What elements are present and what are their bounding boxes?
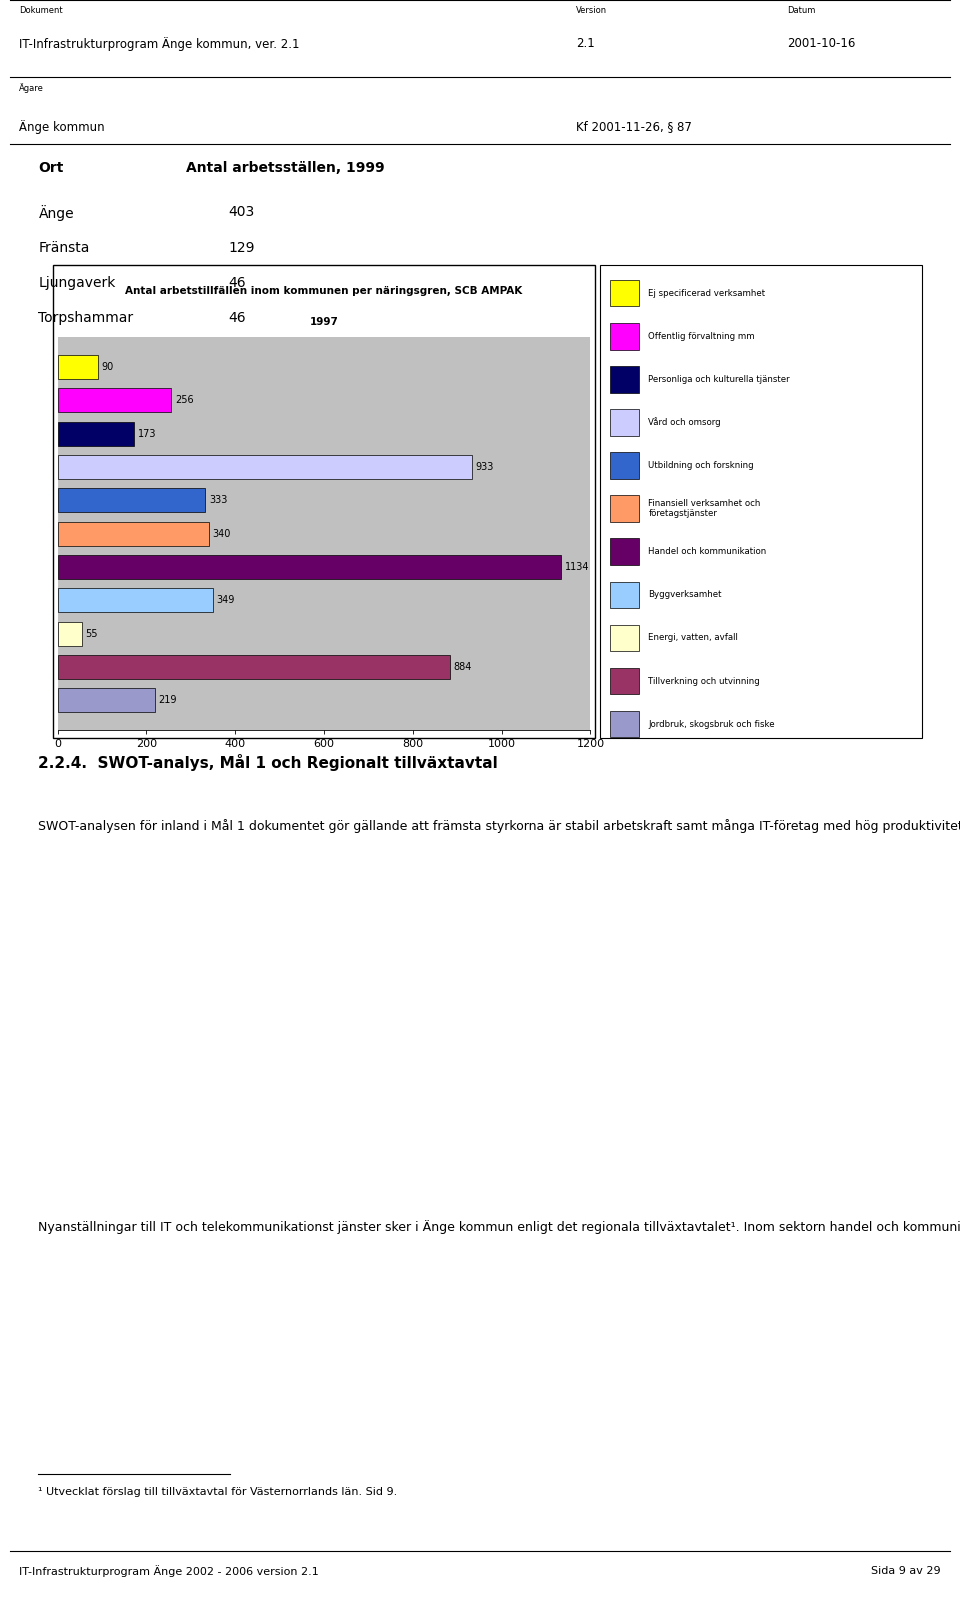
Text: Nyanställningar till IT och telekommunikationst jänster sker i Änge kommun enlig: Nyanställningar till IT och telekommunik… <box>38 1220 960 1234</box>
Bar <box>610 581 638 608</box>
Text: Torpshammar: Torpshammar <box>38 311 133 326</box>
Text: Ägare: Ägare <box>19 83 44 93</box>
Bar <box>610 279 638 307</box>
Text: 333: 333 <box>209 496 228 506</box>
Text: ¹ Utvecklat förslag till tillväxtavtal för Västernorrlands län. Sid 9.: ¹ Utvecklat förslag till tillväxtavtal f… <box>38 1486 397 1496</box>
Text: Dokument: Dokument <box>19 6 62 14</box>
Bar <box>58 621 82 645</box>
Bar <box>58 689 155 713</box>
Bar <box>58 422 134 446</box>
Text: 1134: 1134 <box>564 562 589 571</box>
Text: 90: 90 <box>101 363 113 372</box>
Text: 129: 129 <box>228 241 255 255</box>
Bar <box>58 522 208 546</box>
Text: 340: 340 <box>212 528 230 539</box>
Text: Sida 9 av 29: Sida 9 av 29 <box>871 1566 941 1576</box>
Bar <box>610 711 638 737</box>
Text: Änge: Änge <box>38 205 74 221</box>
Text: Energi, vatten, avfall: Energi, vatten, avfall <box>648 634 738 642</box>
Text: IT-Infrastrukturprogram Änge 2002 - 2006 version 2.1: IT-Infrastrukturprogram Änge 2002 - 2006… <box>19 1565 319 1578</box>
Text: Tillverkning och utvinning: Tillverkning och utvinning <box>648 677 760 685</box>
Text: IT-Infrastrukturprogram Änge kommun, ver. 2.1: IT-Infrastrukturprogram Änge kommun, ver… <box>19 37 300 51</box>
Text: Personliga och kulturella tjänster: Personliga och kulturella tjänster <box>648 376 790 384</box>
Text: Fränsta: Fränsta <box>38 241 90 255</box>
Text: 933: 933 <box>475 462 493 472</box>
Text: Offentlig förvaltning mm: Offentlig förvaltning mm <box>648 332 755 340</box>
Text: Jordbruk, skogsbruk och fiske: Jordbruk, skogsbruk och fiske <box>648 719 775 729</box>
Text: Handel och kommunikation: Handel och kommunikation <box>648 547 766 557</box>
Text: Ljungaverk: Ljungaverk <box>38 276 116 291</box>
Bar <box>610 409 638 435</box>
Text: Antal arbetsställen, 1999: Antal arbetsställen, 1999 <box>186 160 385 175</box>
Text: Ort: Ort <box>38 160 63 175</box>
Text: 55: 55 <box>85 629 98 639</box>
Text: 2.2.4.  SWOT-analys, Mål 1 och Regionalt tillväxtavtal: 2.2.4. SWOT-analys, Mål 1 och Regionalt … <box>38 753 498 770</box>
Text: Finansiell verksamhet och
företagstjänster: Finansiell verksamhet och företagstjänst… <box>648 499 760 518</box>
Bar <box>58 555 561 579</box>
Text: Version: Version <box>576 6 607 14</box>
Bar <box>610 453 638 478</box>
Text: 173: 173 <box>138 429 156 438</box>
Text: Datum: Datum <box>787 6 816 14</box>
Text: Antal arbetstillfällen inom kommunen per näringsgren, SCB AMPAK: Antal arbetstillfällen inom kommunen per… <box>126 286 522 297</box>
Text: 1997: 1997 <box>309 318 339 327</box>
Text: 884: 884 <box>454 661 472 672</box>
Bar <box>610 366 638 393</box>
Text: 349: 349 <box>216 595 234 605</box>
Text: Byggverksamhet: Byggverksamhet <box>648 591 722 599</box>
Text: SWOT-analysen för inland i Mål 1 dokumentet gör gällande att främsta styrkorna ä: SWOT-analysen för inland i Mål 1 dokumen… <box>38 819 960 833</box>
Bar <box>58 655 450 679</box>
Text: Vård och omsorg: Vård och omsorg <box>648 417 721 427</box>
Text: Utbildning och forskning: Utbildning och forskning <box>648 461 754 470</box>
Bar <box>58 589 212 613</box>
Bar <box>58 454 472 478</box>
Text: Ej specificerad verksamhet: Ej specificerad verksamhet <box>648 289 765 299</box>
Bar <box>58 488 205 512</box>
Bar <box>610 624 638 652</box>
Text: 2.1: 2.1 <box>576 37 595 50</box>
Bar <box>610 539 638 565</box>
Text: 403: 403 <box>228 205 254 220</box>
Text: Kf 2001-11-26, § 87: Kf 2001-11-26, § 87 <box>576 120 692 133</box>
Text: 46: 46 <box>228 276 246 291</box>
Bar <box>58 388 171 412</box>
Text: Änge kommun: Änge kommun <box>19 120 105 135</box>
Text: 256: 256 <box>175 395 194 406</box>
Bar <box>58 355 98 379</box>
Text: 2001-10-16: 2001-10-16 <box>787 37 855 50</box>
Text: 46: 46 <box>228 311 246 326</box>
Text: 219: 219 <box>158 695 177 705</box>
Bar <box>610 496 638 522</box>
Bar <box>610 668 638 695</box>
Bar <box>610 323 638 350</box>
